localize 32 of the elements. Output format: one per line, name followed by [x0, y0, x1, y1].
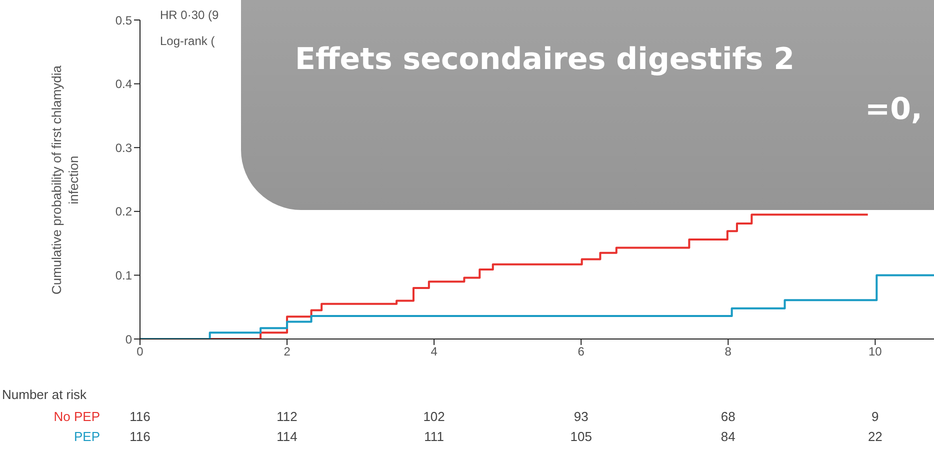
x-tick-label: 8 [724, 344, 732, 359]
x-tick-label: 6 [578, 344, 585, 359]
text: 68 [720, 409, 736, 424]
x-tick-label: 4 [430, 344, 438, 359]
y-tick-label: 0.1 [115, 268, 132, 282]
text: 116 [128, 409, 152, 424]
x-tick-label: 10 [868, 344, 882, 359]
text: No PEP [54, 409, 100, 424]
annotation: =0, [865, 92, 922, 127]
annotation: Log-rank ( [160, 34, 215, 48]
annotation: HR 0·30 (9 [160, 8, 219, 22]
annotation: Effets secondaires digestifs 2 [295, 42, 794, 77]
text: PEP [74, 429, 100, 444]
text: 93 [572, 409, 590, 424]
text: 84 [720, 429, 736, 444]
y-tick-label: 0.5 [115, 13, 132, 28]
text: 102 [422, 409, 446, 424]
y-tick-label: 0.4 [115, 77, 132, 92]
text: 112 [276, 409, 298, 424]
text: 9 [870, 409, 880, 424]
text: 111 [423, 429, 445, 444]
x-tick-label: 2 [284, 344, 291, 359]
text: 22 [866, 429, 884, 444]
x-tick-label: 0 [136, 344, 144, 359]
y-tick-label: 0 [125, 332, 132, 346]
text: 105 [569, 429, 593, 444]
text: 114 [276, 429, 298, 444]
text: 116 [128, 429, 152, 444]
text: Number at risk [2, 387, 87, 402]
y-tick-label: 0.3 [115, 140, 132, 155]
y-tick-label: 0.2 [115, 204, 132, 219]
y-axis-title: Cumulative probability of first chlamydia infection [48, 64, 82, 294]
